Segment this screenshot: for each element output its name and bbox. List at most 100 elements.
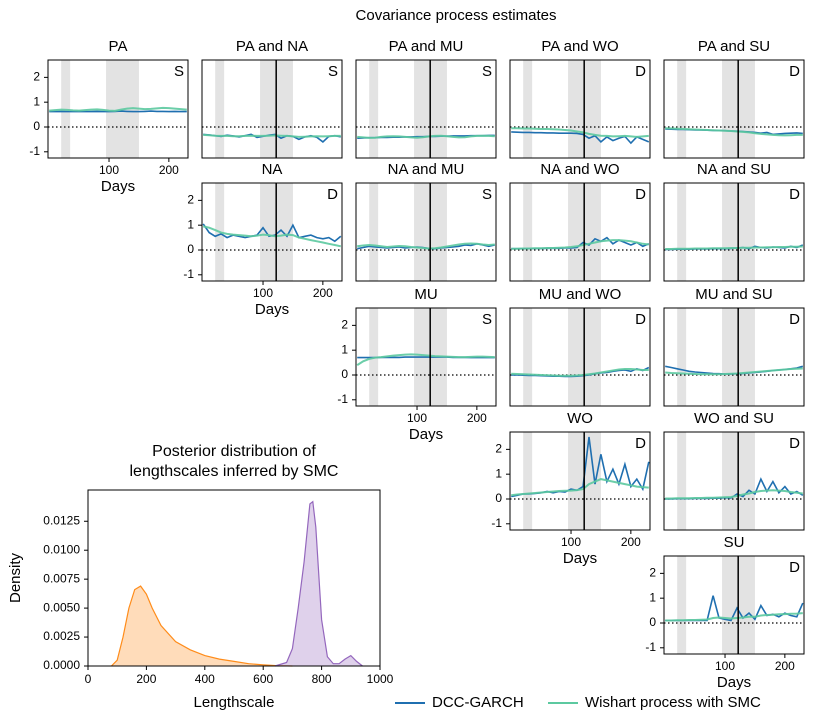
y-tick-label: 0 <box>495 491 502 505</box>
x-tick-label: 100 <box>715 659 735 673</box>
shaded-period <box>369 183 379 281</box>
panel-annotation: D <box>327 186 338 203</box>
series-line <box>665 367 803 376</box>
y-tick-label: 2 <box>495 442 502 456</box>
series-line <box>511 239 649 250</box>
x-tick-label: 200 <box>313 286 333 300</box>
panel-frame <box>87 489 381 667</box>
y-tick-label: 0 <box>187 242 194 256</box>
panel-frame <box>663 182 805 282</box>
panel-annotation: S <box>328 63 338 80</box>
figure-title: Covariance process estimates <box>356 7 557 24</box>
panel-frame <box>509 182 651 282</box>
y-tick-label: 0 <box>341 367 348 381</box>
panel-frame <box>663 307 805 407</box>
y-tick-label: -1 <box>491 516 502 530</box>
y-tick-label: 0.0050 <box>43 600 80 614</box>
panel-title: lengthscales inferred by SMC <box>130 463 339 480</box>
panel-title: MU <box>414 286 437 303</box>
x-tick-label: 800 <box>312 672 332 686</box>
shaded-period <box>523 432 533 530</box>
shaded-period <box>523 60 533 158</box>
series-line <box>665 489 803 500</box>
x-tick-label: 100 <box>99 163 119 177</box>
x-axis-label: Days <box>409 426 443 443</box>
panel-frame <box>663 59 805 159</box>
shaded-period <box>677 556 687 654</box>
legend-label: Wishart process with SMC <box>585 694 761 711</box>
x-tick-label: 200 <box>467 411 487 425</box>
panel-annotation: D <box>789 63 800 80</box>
panel-title: WO <box>567 410 593 427</box>
panel-annotation: D <box>789 435 800 452</box>
series-line <box>511 478 649 497</box>
y-tick-label: 2 <box>33 70 40 84</box>
panel-title: PA and WO <box>541 38 618 55</box>
series-line <box>202 225 342 248</box>
density-line <box>110 585 293 667</box>
y-tick-label: 0.0075 <box>43 571 80 585</box>
series-line <box>356 353 495 366</box>
x-tick-label: 200 <box>159 163 179 177</box>
panel-title: PA <box>109 38 128 55</box>
panel-title: NA <box>262 161 283 178</box>
series-line <box>511 368 649 377</box>
y-tick-label: 1 <box>341 342 348 356</box>
panel-title: PA and NA <box>236 38 308 55</box>
panel-annotation: S <box>174 63 184 80</box>
y-tick-label: 0 <box>649 615 656 629</box>
x-tick-label: 400 <box>195 672 215 686</box>
shaded-period <box>369 60 379 158</box>
panel-title: MU and SU <box>695 286 773 303</box>
shaded-period <box>677 432 687 530</box>
x-axis-label: Days <box>717 674 751 691</box>
panel-title: PA and SU <box>698 38 770 55</box>
y-tick-label: 0 <box>33 119 40 133</box>
density-line <box>274 500 363 667</box>
x-tick-label: 100 <box>253 286 273 300</box>
panel-frame <box>355 182 497 282</box>
area-fill <box>111 586 293 666</box>
area-fill <box>274 501 363 666</box>
panel-frame <box>355 59 497 159</box>
panel-title: NA and WO <box>540 161 619 178</box>
series-line <box>357 134 495 139</box>
panel-annotation: S <box>482 311 492 328</box>
panel-annotation: D <box>635 63 646 80</box>
x-axis-label: Days <box>255 301 289 318</box>
y-tick-label: 1 <box>649 590 656 604</box>
x-axis-label: Lengthscale <box>194 694 275 711</box>
panel-frame <box>509 59 651 159</box>
panel-annotation: D <box>789 311 800 328</box>
panel-annotation: D <box>635 186 646 203</box>
y-tick-label: -1 <box>183 267 194 281</box>
y-tick-label: 0.0025 <box>43 629 80 643</box>
series-line <box>203 133 341 138</box>
y-axis-label: Density <box>7 552 24 603</box>
shaded-period <box>215 60 225 158</box>
panel-title: NA and SU <box>697 161 771 178</box>
y-tick-label: 2 <box>341 318 348 332</box>
y-tick-label: 0.0100 <box>43 542 80 556</box>
panel-annotation: S <box>482 186 492 203</box>
panel-annotation: D <box>635 435 646 452</box>
panel-annotation: S <box>482 63 492 80</box>
series-line <box>357 242 495 250</box>
x-tick-label: 0 <box>85 672 92 686</box>
x-axis-label: Days <box>101 178 135 195</box>
panel-annotation: D <box>789 559 800 576</box>
panel-title: PA and MU <box>389 38 464 55</box>
panel-annotation: D <box>789 186 800 203</box>
x-axis-label: Days <box>563 550 597 567</box>
x-tick-label: 1000 <box>367 672 394 686</box>
shaded-period <box>677 183 687 281</box>
y-tick-label: -1 <box>645 640 656 654</box>
y-tick-label: -1 <box>337 392 348 406</box>
panel-title: NA and MU <box>388 161 465 178</box>
shaded-period <box>523 183 533 281</box>
series-line <box>49 106 187 112</box>
y-tick-label: 1 <box>187 217 194 231</box>
panel-frame <box>509 307 651 407</box>
y-tick-label: -1 <box>29 144 40 158</box>
